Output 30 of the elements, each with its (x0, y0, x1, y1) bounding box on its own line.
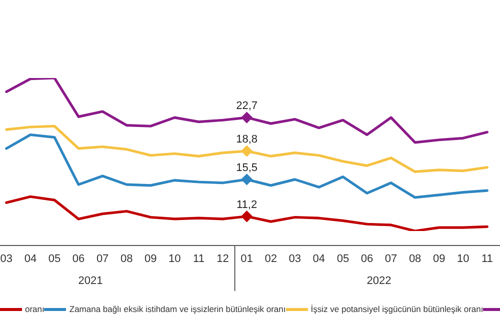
x-tick-label: 01 (240, 253, 253, 266)
x-tick-label: 06 (360, 253, 374, 266)
x-tick-label: 05 (48, 253, 61, 266)
x-tick-label: 02 (264, 253, 277, 266)
x-tick-label: 11 (481, 253, 493, 266)
x-tick-label: 08 (120, 253, 133, 266)
data-label: 18,8 (236, 134, 258, 146)
x-tick-label: 07 (96, 253, 109, 266)
x-tick-label: 04 (312, 253, 326, 266)
x-tick-label: 08 (408, 253, 422, 266)
text: 2022 (366, 275, 392, 288)
x-tick-label: 05 (336, 253, 350, 266)
data-label: 22,7 (236, 100, 258, 112)
x-tick-label: 06 (72, 253, 85, 266)
x-tick-label: 03 (0, 253, 13, 266)
x-tick-label: 04 (24, 253, 37, 266)
x-tick-label: 11 (193, 253, 204, 266)
x-tick-label: 09 (144, 253, 157, 266)
x-tick-label: 12 (216, 253, 229, 266)
x-tick-label: 09 (432, 253, 446, 266)
legend-label: oranı (25, 304, 44, 314)
x-tick-label: 10 (457, 253, 470, 266)
legend-label: İşsiz ve potansiyel işgücünün bütünleşik oranı (310, 304, 484, 314)
legend-label: Zamana bağlı eksik istihdam ve işsizlerin bütünleşik oranı (69, 304, 286, 314)
x-tick-label: 03 (288, 253, 301, 266)
x-tick-label: 07 (384, 253, 398, 266)
x-tick-label: 10 (168, 253, 181, 266)
data-label: 11,2 (236, 198, 258, 211)
data-label: 15,5 (236, 162, 258, 174)
text: 2021 (78, 275, 103, 288)
